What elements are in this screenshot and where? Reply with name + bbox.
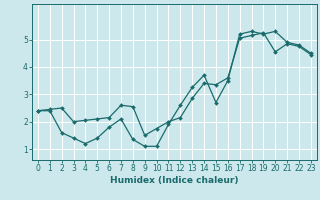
X-axis label: Humidex (Indice chaleur): Humidex (Indice chaleur) [110,176,239,185]
